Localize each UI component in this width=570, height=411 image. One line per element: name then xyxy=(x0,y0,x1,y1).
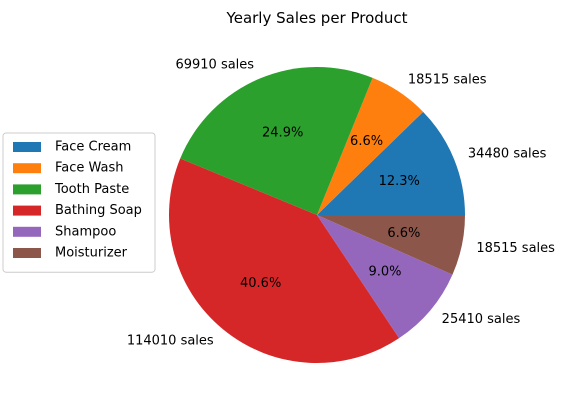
slice-percent-label: 40.6% xyxy=(240,276,281,291)
slice-percent-labels: 12.3% 6.6% 24.9% 40.6% 9.0% 6.6% xyxy=(240,126,420,292)
pie-slice-bathing-soap xyxy=(168,158,400,364)
legend-swatch-face-cream xyxy=(13,142,41,152)
slice-value-label: 114010 sales xyxy=(127,333,214,348)
slice-percent-label: 12.3% xyxy=(379,174,420,189)
slice-percent-label: 6.6% xyxy=(387,226,420,241)
legend-swatch-tooth-paste xyxy=(13,184,41,195)
chart-title: Yearly Sales per Product xyxy=(226,9,408,27)
pie-slice-shampoo xyxy=(317,215,453,339)
legend-label-moisturizer: Moisturizer xyxy=(55,246,128,261)
legend-swatch-shampoo xyxy=(13,226,41,237)
legend-label-face-cream: Face Cream xyxy=(55,140,131,155)
legend-swatch-bathing-soap xyxy=(13,205,41,216)
legend-label-shampoo: Shampoo xyxy=(55,224,116,239)
slice-value-label: 25410 sales xyxy=(442,312,521,327)
slice-percent-label: 6.6% xyxy=(350,134,383,149)
slice-value-label: 69910 sales xyxy=(175,57,254,72)
legend-swatch-face-wash xyxy=(13,163,41,174)
slice-percent-label: 24.9% xyxy=(262,126,303,141)
slice-value-label: 18515 sales xyxy=(408,72,487,87)
legend-label-face-wash: Face Wash xyxy=(55,161,124,176)
slice-value-labels: 34480 sales 18515 sales 69910 sales 114010 … xyxy=(127,57,555,348)
legend-label-tooth-paste: Tooth Paste xyxy=(54,182,129,197)
pie-slice-moisturizer xyxy=(317,215,465,275)
pie-slice-tooth-paste xyxy=(180,67,373,216)
legend-label-bathing-soap: Bathing Soap xyxy=(55,203,142,218)
pie-slices xyxy=(168,67,465,364)
legend: Face Cream Face Wash Tooth Paste Bathing So… xyxy=(2,132,156,273)
pie-slice-face-wash xyxy=(317,77,424,215)
pie-slice-face-cream xyxy=(317,111,465,215)
legend-swatch-moisturizer xyxy=(13,248,41,258)
slice-percent-label: 9.0% xyxy=(368,265,401,280)
slice-value-label: 18515 sales xyxy=(476,241,555,256)
slice-value-label: 34480 sales xyxy=(468,146,547,161)
